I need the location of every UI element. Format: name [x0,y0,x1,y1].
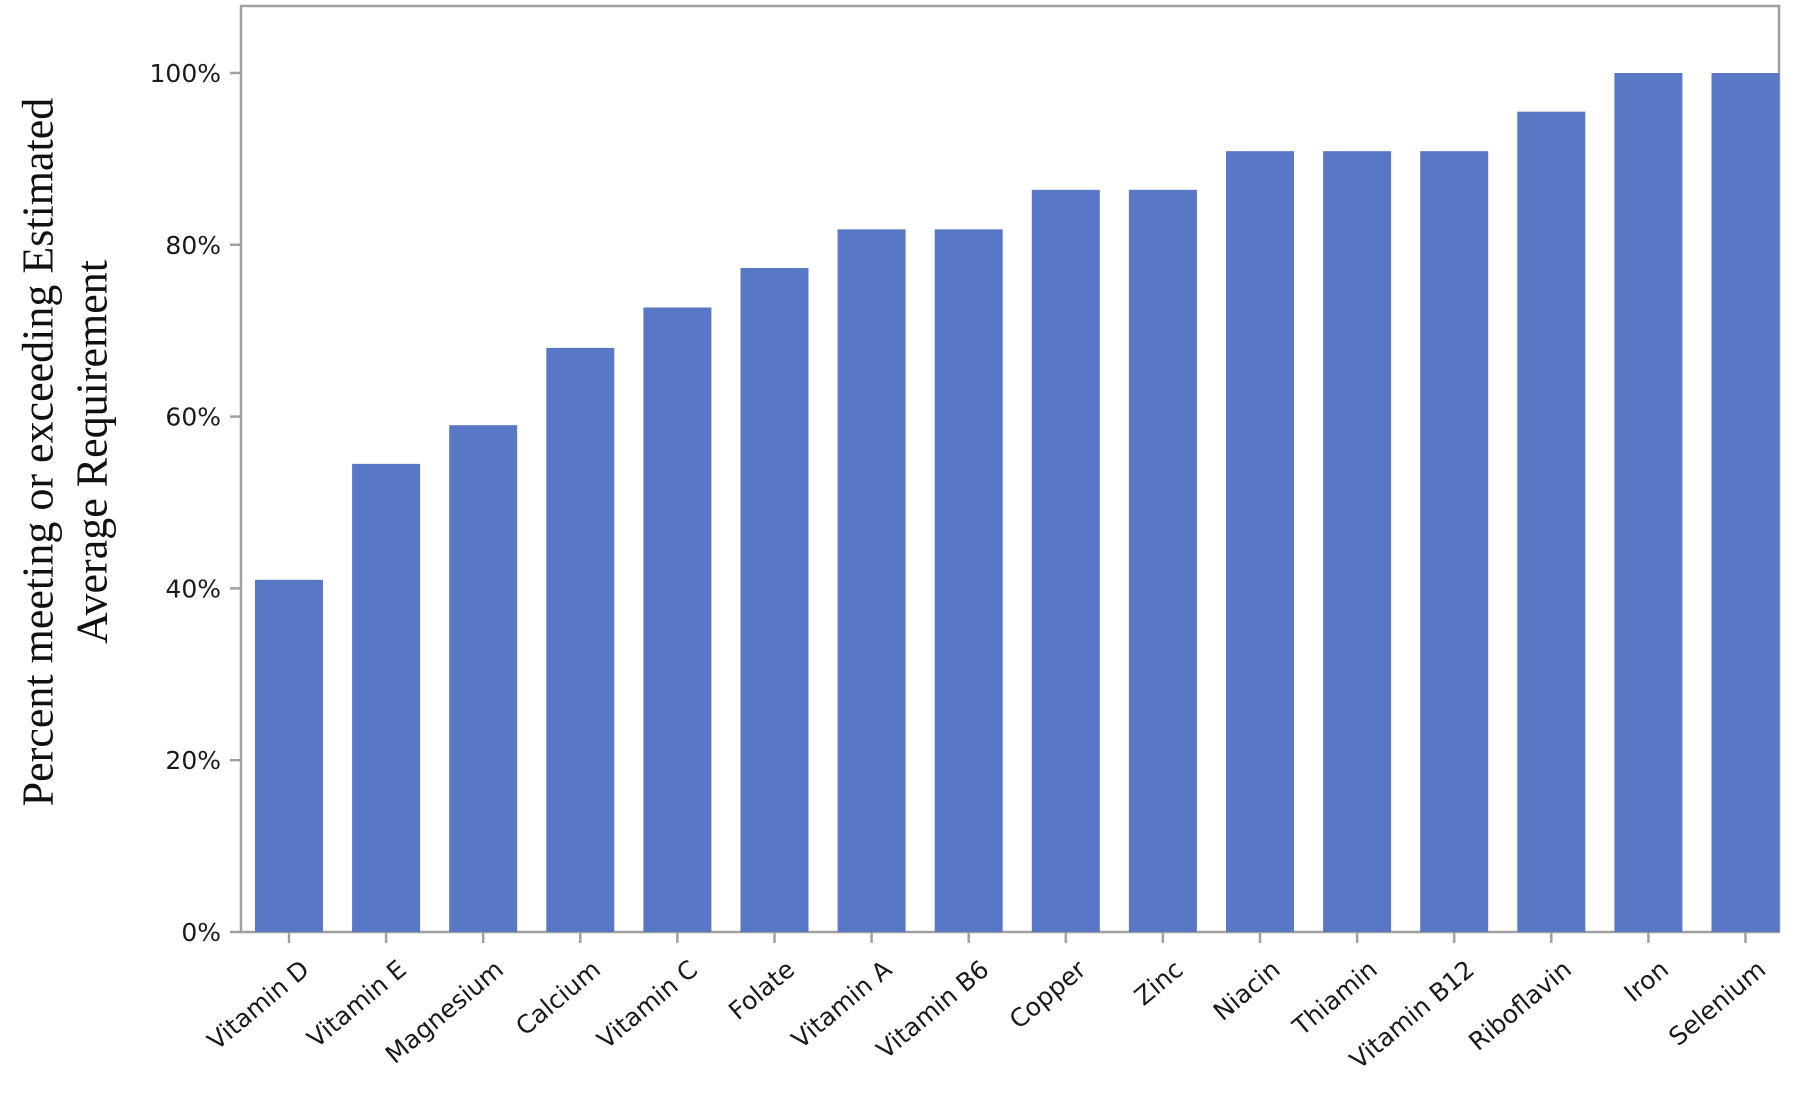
bar-calcium [546,347,615,932]
bars [255,73,1780,933]
x-tick-label: Folate [723,954,800,1025]
bar-copper [1031,189,1100,933]
y-tick-label: 80% [165,231,221,260]
x-tick-label: Vitamin C [592,954,703,1054]
bar-vitamin-b6 [934,229,1003,932]
y-axis-title-line: Percent meeting or exceeding Estimated [14,98,63,807]
x-tick-label: Riboflavin [1463,954,1577,1056]
bar-folate [740,267,809,932]
bar-vitamin-b12 [1420,151,1489,932]
y-tick-label: 0% [181,918,221,947]
y-tick-label: 40% [165,574,221,603]
x-tick-label: Calcium [510,954,606,1041]
bar-thiamin [1323,151,1392,932]
bar-vitamin-a [837,229,906,932]
y-axis-title-line: Average Requirement [68,260,117,644]
bar-zinc [1128,189,1197,933]
x-tick-label: Copper [1004,954,1092,1035]
bar-niacin [1226,151,1294,932]
x-tick-label: Zinc [1129,954,1189,1011]
bar-selenium [1711,73,1780,932]
y-tick-label: 100% [150,59,221,88]
bar-vitamin-c [643,307,712,933]
y-tick-label: 60% [165,403,221,432]
bar-vitamin-e [352,463,421,932]
x-tick-label: Thiamin [1286,954,1382,1041]
x-tick-label: Niacin [1208,954,1286,1026]
bar-riboflavin [1517,111,1586,932]
bar-iron [1614,73,1683,932]
bar-vitamin-d [255,579,323,932]
x-tick-label: Iron [1618,954,1674,1007]
x-tick-label: Selenium [1663,954,1771,1051]
y-axis-label: Percent meeting or exceeding Estimated Av… [14,98,117,807]
x-tick-label: Vitamin D [202,954,315,1055]
y-tick-label: 20% [165,746,221,775]
bar-magnesium [449,425,518,932]
y-axis: 0% 20% 40% 60% 80% 100% [150,59,241,947]
